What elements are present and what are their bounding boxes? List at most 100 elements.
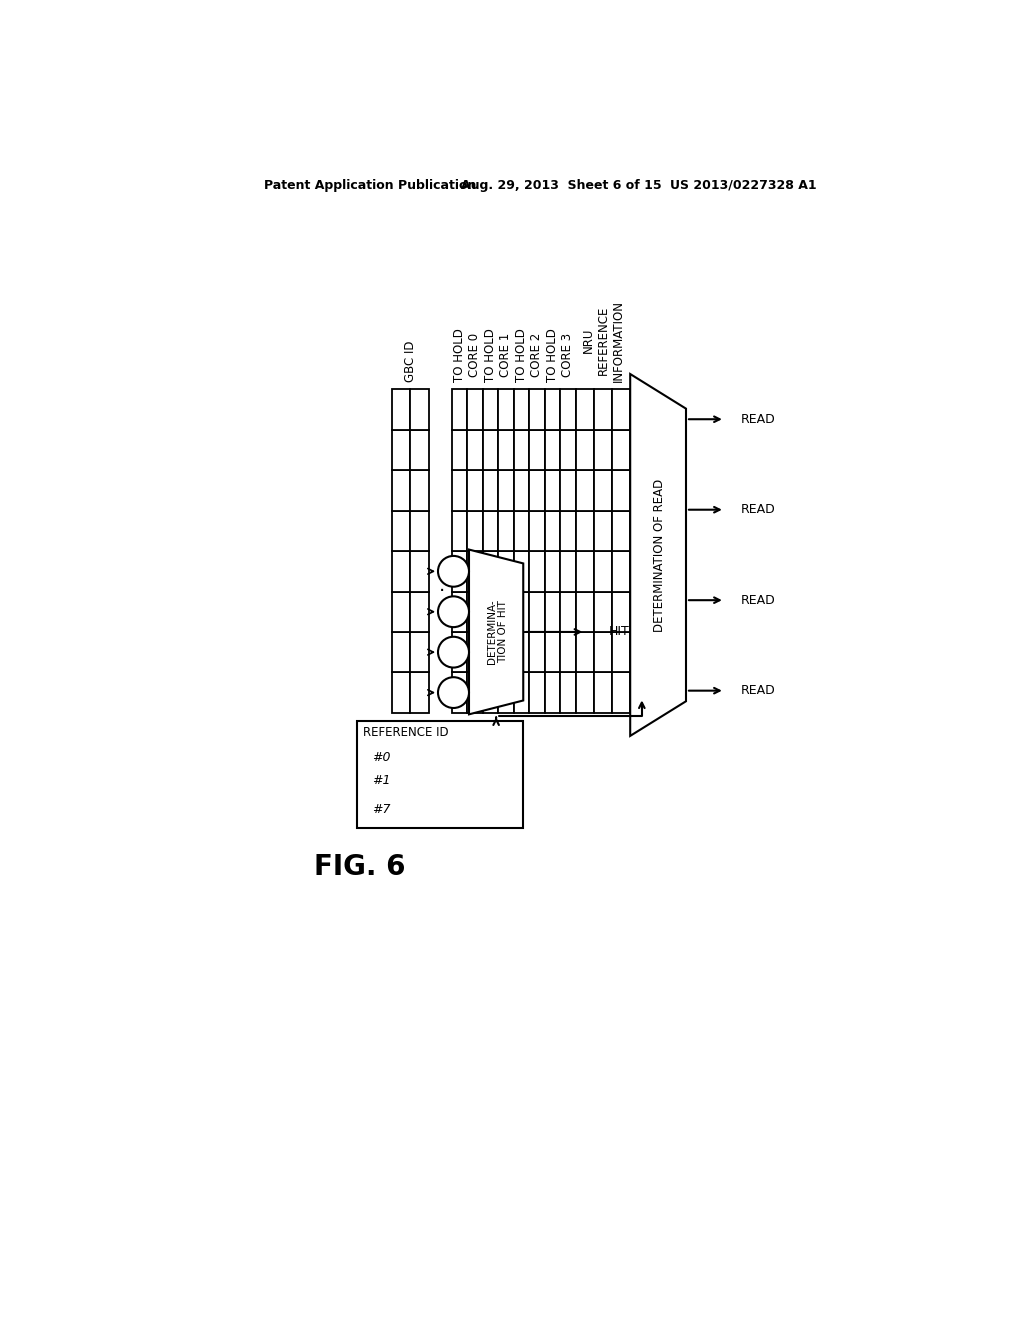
Bar xyxy=(452,552,467,591)
Bar xyxy=(410,470,429,511)
Bar xyxy=(483,632,499,672)
Bar xyxy=(410,389,429,430)
Bar xyxy=(514,511,529,552)
Text: READ: READ xyxy=(740,684,775,697)
Bar xyxy=(575,430,594,470)
Bar xyxy=(514,632,529,672)
Bar xyxy=(452,430,467,470)
Bar xyxy=(483,430,499,470)
Bar xyxy=(612,591,630,632)
Bar xyxy=(560,552,575,591)
Bar xyxy=(612,552,630,591)
Bar xyxy=(483,470,499,511)
Bar xyxy=(452,672,467,713)
Text: =: = xyxy=(447,565,460,578)
Bar xyxy=(452,389,467,430)
Bar xyxy=(356,721,523,829)
Bar xyxy=(483,672,499,713)
Bar xyxy=(452,591,467,632)
Bar xyxy=(410,511,429,552)
Bar xyxy=(529,632,545,672)
Bar xyxy=(391,470,410,511)
Text: READ: READ xyxy=(740,503,775,516)
Bar xyxy=(514,672,529,713)
Bar xyxy=(529,552,545,591)
Bar xyxy=(410,552,429,591)
Bar xyxy=(529,430,545,470)
Bar xyxy=(391,389,410,430)
Text: GBC ID: GBC ID xyxy=(403,341,417,381)
Bar xyxy=(529,591,545,632)
Bar xyxy=(391,430,410,470)
Text: REFERENCE ID: REFERENCE ID xyxy=(362,726,449,739)
Bar xyxy=(594,470,612,511)
Bar xyxy=(612,632,630,672)
Bar xyxy=(529,511,545,552)
Bar xyxy=(483,389,499,430)
Bar xyxy=(560,672,575,713)
Text: NRU
REFERENCE
INFORMATION: NRU REFERENCE INFORMATION xyxy=(582,300,625,381)
Bar xyxy=(410,672,429,713)
Bar xyxy=(575,632,594,672)
Bar xyxy=(560,430,575,470)
Text: #1: #1 xyxy=(372,774,390,787)
Bar xyxy=(499,430,514,470)
Text: #0: #0 xyxy=(372,751,390,764)
Bar xyxy=(483,591,499,632)
Bar xyxy=(514,470,529,511)
Bar xyxy=(529,672,545,713)
Bar xyxy=(594,552,612,591)
Text: ·: · xyxy=(438,582,445,601)
Text: Aug. 29, 2013  Sheet 6 of 15: Aug. 29, 2013 Sheet 6 of 15 xyxy=(461,178,662,191)
Bar xyxy=(391,632,410,672)
Bar xyxy=(529,389,545,430)
Text: DETERMINA-
TION OF HIT: DETERMINA- TION OF HIT xyxy=(486,599,509,664)
Bar xyxy=(410,591,429,632)
Bar xyxy=(467,672,483,713)
Bar xyxy=(545,632,560,672)
Bar xyxy=(545,511,560,552)
Text: TO HOLD
CORE 3: TO HOLD CORE 3 xyxy=(547,327,574,381)
Bar xyxy=(545,389,560,430)
Bar xyxy=(467,632,483,672)
Bar xyxy=(499,470,514,511)
Bar xyxy=(575,470,594,511)
Bar xyxy=(594,632,612,672)
Text: =: = xyxy=(447,645,460,659)
Bar xyxy=(560,389,575,430)
Bar xyxy=(514,430,529,470)
Bar xyxy=(499,389,514,430)
Bar xyxy=(499,552,514,591)
Bar xyxy=(391,591,410,632)
Text: READ: READ xyxy=(740,413,775,426)
Bar xyxy=(452,632,467,672)
Text: #7: #7 xyxy=(372,803,390,816)
Text: TO HOLD
CORE 0: TO HOLD CORE 0 xyxy=(454,327,481,381)
Bar xyxy=(612,470,630,511)
Bar xyxy=(545,591,560,632)
Text: DETERMINATION OF READ: DETERMINATION OF READ xyxy=(653,478,667,631)
Polygon shape xyxy=(630,374,686,737)
Bar xyxy=(575,511,594,552)
Bar xyxy=(514,591,529,632)
Bar xyxy=(452,470,467,511)
Bar xyxy=(612,430,630,470)
Bar xyxy=(575,591,594,632)
Circle shape xyxy=(438,556,469,586)
Circle shape xyxy=(438,636,469,668)
Bar xyxy=(467,552,483,591)
Bar xyxy=(483,552,499,591)
Bar xyxy=(560,632,575,672)
Bar xyxy=(410,632,429,672)
Bar xyxy=(467,470,483,511)
Bar xyxy=(452,511,467,552)
Bar xyxy=(612,672,630,713)
Bar xyxy=(467,430,483,470)
Bar xyxy=(483,511,499,552)
Bar xyxy=(391,511,410,552)
Text: =: = xyxy=(447,605,460,619)
Bar xyxy=(594,672,612,713)
Text: Patent Application Publication: Patent Application Publication xyxy=(263,178,476,191)
Text: US 2013/0227328 A1: US 2013/0227328 A1 xyxy=(671,178,817,191)
Bar xyxy=(594,430,612,470)
